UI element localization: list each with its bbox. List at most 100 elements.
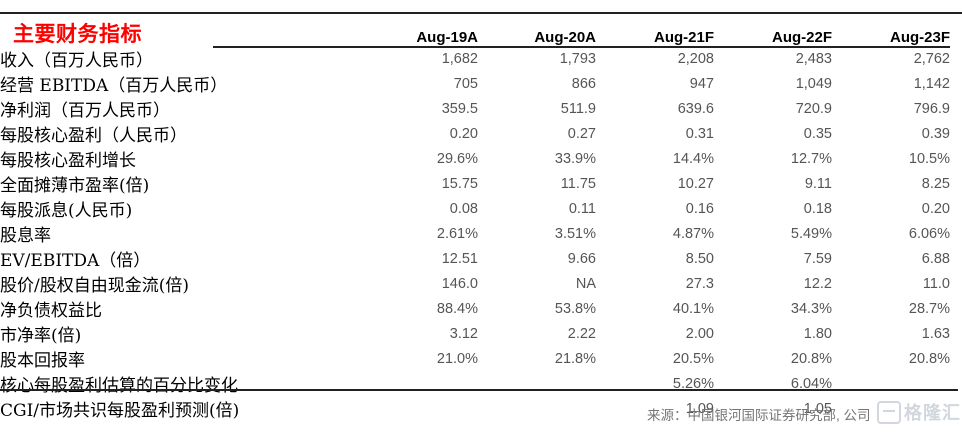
- cell-value: 3.12: [449, 325, 478, 342]
- table-row: EV/EBITDA（倍） 12.51 9.66 8.50 7.59 6.88: [0, 246, 950, 272]
- source-note: 来源：中国银河国际证券研究部, 公司: [647, 408, 871, 423]
- table-row: 股本回报率 21.0% 21.8% 20.5% 20.8% 20.8%: [0, 346, 950, 372]
- row-label: 净利润（百万人民币）: [0, 101, 170, 121]
- cell-value: 8.50: [685, 250, 714, 267]
- row-label: 市净率(倍): [0, 326, 82, 346]
- cell-value: 2,208: [677, 50, 714, 67]
- row-label: EV/EBITDA（倍）: [0, 251, 151, 271]
- table-row: 市净率(倍) 3.12 2.22 2.00 1.80 1.63: [0, 321, 950, 347]
- cell-value: 14.4%: [672, 150, 714, 167]
- cell-value: 4.87%: [672, 225, 714, 242]
- page-title: 主要财务指标: [13, 23, 142, 46]
- cell-value: 12.2: [803, 275, 832, 292]
- cell-value: 3.51%: [554, 225, 596, 242]
- row-label: CGI/市场共识每股盈利预测(倍): [0, 401, 240, 421]
- watermark-label: 格隆汇: [904, 403, 961, 423]
- cell-value: 6.06%: [908, 225, 950, 242]
- table-row: 净负债权益比 88.4% 53.8% 40.1% 34.3% 28.7%: [0, 296, 950, 322]
- cell-value: 20.8%: [908, 350, 950, 367]
- row-label: 收入（百万人民币）: [0, 51, 153, 71]
- row-label: 每股核心盈利增长: [0, 151, 136, 171]
- cell-value: 1.63: [921, 325, 950, 342]
- cell-value: 8.25: [921, 175, 950, 192]
- cell-value: [832, 371, 950, 396]
- column-header: Aug-23F: [890, 29, 950, 46]
- cell-value: 33.9%: [554, 150, 596, 167]
- column-header: Aug-21F: [654, 29, 714, 46]
- watermark: 格隆汇: [877, 399, 961, 425]
- table-row: 每股派息(人民币) 0.08 0.11 0.16 0.18 0.20: [0, 196, 950, 222]
- row-label: 股价/股权自由现金流(倍): [0, 276, 189, 296]
- cell-value: 0.20: [921, 200, 950, 217]
- cell-value: 1,682: [441, 50, 478, 67]
- row-label: 每股核心盈利（人民币）: [0, 126, 187, 146]
- cell-value: 29.6%: [436, 150, 478, 167]
- table-body: 收入（百万人民币） 1,682 1,793 2,208 2,483 2,762 经营 EBI…: [0, 46, 950, 422]
- cell-value: 5.26%: [672, 375, 714, 392]
- cell-value: 20.5%: [672, 350, 714, 367]
- header-row: Aug-19A Aug-20A Aug-21F Aug-22F Aug-23F: [0, 21, 950, 46]
- cell-value: 705: [453, 75, 478, 92]
- table-row: 股息率 2.61% 3.51% 4.87% 5.49% 6.06%: [0, 221, 950, 247]
- cell-value: 866: [571, 75, 596, 92]
- bottom-rule: [0, 389, 958, 391]
- cell-value: 2.61%: [436, 225, 478, 242]
- cell-value: 0.08: [449, 200, 478, 217]
- top-rule: [0, 12, 962, 14]
- table-row: 股价/股权自由现金流(倍) 146.0 NA 27.3 12.2 11.0: [0, 271, 950, 297]
- cell-value: 0.39: [921, 125, 950, 142]
- cell-value: 796.9: [913, 100, 950, 117]
- cell-value: 2.22: [567, 325, 596, 342]
- cell-value: 6.04%: [790, 375, 832, 392]
- cell-value: [360, 396, 478, 421]
- cell-value: 9.11: [804, 175, 832, 192]
- row-label: 股息率: [0, 226, 51, 246]
- corner-cell: [0, 21, 360, 46]
- cell-value: 15.75: [441, 175, 478, 192]
- header-rule: [213, 46, 950, 48]
- cell-value: 0.18: [803, 200, 832, 217]
- cell-value: 0.16: [685, 200, 714, 217]
- cell-value: 9.66: [567, 250, 596, 267]
- table-row: 经营 EBITDA（百万人民币） 705 866 947 1,049 1,142: [0, 71, 950, 97]
- cell-value: 1.80: [803, 325, 832, 342]
- table-row: 每股核心盈利（人民币） 0.20 0.27 0.31 0.35 0.39: [0, 121, 950, 147]
- cell-value: 0.20: [449, 125, 478, 142]
- cell-value: 0.31: [685, 125, 714, 142]
- cell-value: 40.1%: [672, 300, 714, 317]
- cell-value: 2,762: [913, 50, 950, 67]
- cell-value: 359.5: [441, 100, 478, 117]
- cell-value: 0.35: [803, 125, 832, 142]
- cell-value: 27.3: [685, 275, 714, 292]
- cell-value: 7.59: [803, 250, 832, 267]
- cell-value: 639.6: [677, 100, 714, 117]
- cell-value: 10.27: [677, 175, 714, 192]
- table-row: 收入（百万人民币） 1,682 1,793 2,208 2,483 2,762: [0, 46, 950, 72]
- cell-value: 53.8%: [554, 300, 596, 317]
- cell-value: 1.09: [685, 400, 714, 417]
- cell-value: [478, 371, 596, 396]
- cell-value: 5.49%: [790, 225, 832, 242]
- table-row: CGI/市场共识每股盈利预测(倍) 1.09 1.05: [0, 396, 950, 422]
- column-header: Aug-22F: [772, 29, 832, 46]
- cell-value: 146.0: [441, 275, 478, 292]
- cell-value: 0.11: [568, 200, 596, 217]
- cell-value: 28.7%: [908, 300, 950, 317]
- watermark-logo-icon: [877, 400, 901, 424]
- cell-value: 720.9: [795, 100, 832, 117]
- cell-value: 11.0: [922, 275, 950, 292]
- cell-value: 947: [689, 75, 714, 92]
- cell-value: NA: [575, 275, 596, 292]
- row-label: 股本回报率: [0, 351, 85, 371]
- cell-value: 2.00: [685, 325, 714, 342]
- cell-value: 88.4%: [436, 300, 478, 317]
- row-label: 净负债权益比: [0, 301, 102, 321]
- cell-value: [478, 396, 596, 421]
- table-row: 全面摊薄市盈率(倍) 15.75 11.75 10.27 9.11 8.25: [0, 171, 950, 197]
- cell-value: 1,049: [795, 75, 832, 92]
- row-label: 经营 EBITDA（百万人民币）: [0, 76, 228, 96]
- column-header: Aug-20A: [534, 29, 596, 46]
- cell-value: 0.27: [567, 125, 596, 142]
- cell-value: 21.8%: [554, 350, 596, 367]
